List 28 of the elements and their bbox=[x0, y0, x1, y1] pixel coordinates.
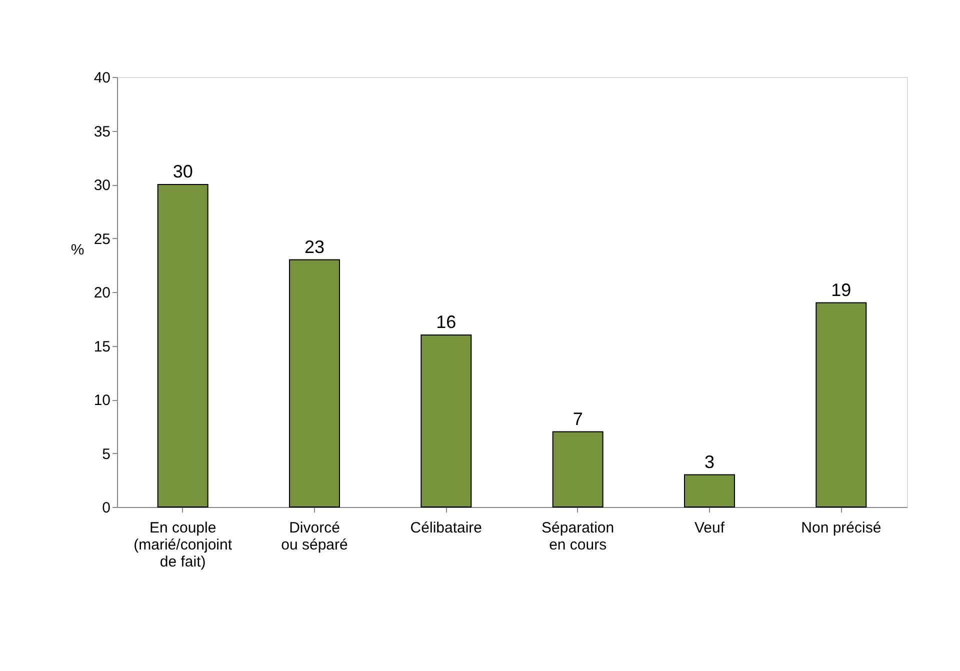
y-tick-label: 20 bbox=[94, 284, 110, 302]
bar bbox=[157, 184, 208, 508]
bar bbox=[289, 259, 340, 508]
y-tick-label: 0 bbox=[102, 500, 110, 516]
x-tick-label: En couple (marié/conjoint de fait) bbox=[134, 520, 233, 570]
bar bbox=[816, 302, 867, 508]
data-label: 30 bbox=[172, 162, 193, 182]
data-label: 19 bbox=[831, 280, 852, 300]
x-tick-label: Célibataire bbox=[410, 520, 482, 536]
bar bbox=[684, 474, 735, 508]
bar bbox=[552, 431, 604, 508]
y-tick-label: 30 bbox=[94, 177, 110, 194]
data-label: 3 bbox=[704, 452, 715, 472]
data-label: 7 bbox=[572, 408, 583, 429]
x-tick-label: Non précisé bbox=[801, 520, 882, 536]
data-label: 16 bbox=[436, 312, 456, 332]
data-label: 23 bbox=[304, 236, 325, 257]
y-tick-label: 5 bbox=[102, 446, 110, 463]
y-tick-label: 35 bbox=[94, 123, 110, 140]
y-tick-label: 10 bbox=[94, 392, 110, 409]
y-tick-label: 25 bbox=[94, 230, 110, 248]
y-tick-label: 40 bbox=[94, 70, 110, 86]
x-tick-label: Divorcé ou séparé bbox=[281, 520, 348, 554]
y-axis-title: % bbox=[70, 242, 84, 258]
x-tick-label: Veuf bbox=[694, 520, 726, 536]
x-tick-label: Séparation en cours bbox=[542, 520, 614, 554]
bar bbox=[420, 334, 472, 508]
y-tick-label: 15 bbox=[94, 338, 110, 356]
